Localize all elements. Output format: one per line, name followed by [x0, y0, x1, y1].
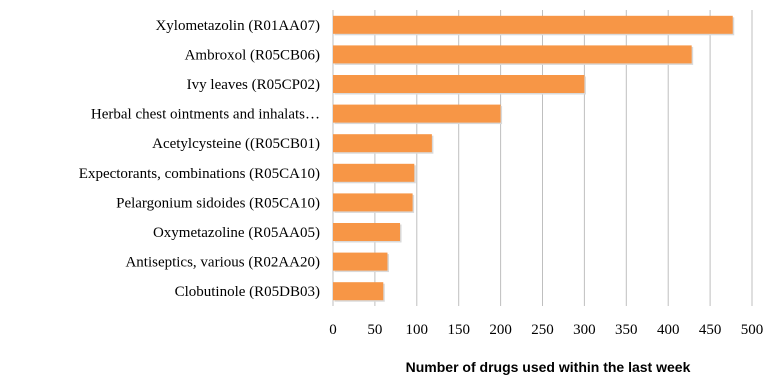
x-tick-label: 400	[657, 322, 680, 338]
category-label: Herbal chest ointments and inhalats…	[91, 107, 320, 123]
x-tick-label: 450	[699, 322, 722, 338]
category-label: Oxymetazoline (R05AA05)	[153, 225, 320, 241]
category-label: Ambroxol (R05CB06)	[185, 47, 320, 63]
x-axis-title: Number of drugs used within the last wee…	[406, 359, 691, 375]
category-label: Ivy leaves (R05CP02)	[187, 77, 320, 93]
category-label: Acetylcysteine ((R05CB01)	[152, 136, 320, 152]
bar	[333, 134, 432, 153]
x-tick-label: 350	[615, 322, 638, 338]
bar	[333, 104, 501, 123]
category-labels: Xylometazolin (R01AA07) Ambroxol (R05CB06…	[79, 18, 320, 300]
bar	[333, 252, 388, 271]
bar	[333, 193, 413, 212]
x-tick-label: 250	[531, 322, 554, 338]
bar	[333, 223, 401, 241]
x-tick-label: 200	[489, 322, 512, 338]
x-tick-label: 500	[741, 322, 764, 338]
x-tick-labels: 0 50 100 150 200 250 300 350 400 450 500	[329, 322, 763, 338]
category-label: Antiseptics, various (R02AA20)	[125, 255, 320, 271]
x-tick-label: 100	[406, 322, 429, 338]
bar	[333, 75, 585, 93]
bar	[333, 15, 733, 34]
bars	[333, 15, 735, 302]
category-label: Expectorants, combinations (R05CA10)	[79, 166, 320, 182]
x-tick-label: 150	[447, 322, 470, 338]
bar	[333, 163, 415, 182]
bar	[333, 282, 384, 301]
x-tick-label: 50	[367, 322, 382, 338]
category-label: Pelargonium sidoides (R05CA10)	[116, 195, 320, 211]
bar	[333, 45, 692, 64]
x-tick-label: 0	[329, 322, 337, 338]
x-tick-label: 300	[573, 322, 596, 338]
category-label: Clobutinole (R05DB03)	[175, 284, 320, 300]
category-label: Xylometazolin (R01AA07)	[155, 18, 320, 34]
